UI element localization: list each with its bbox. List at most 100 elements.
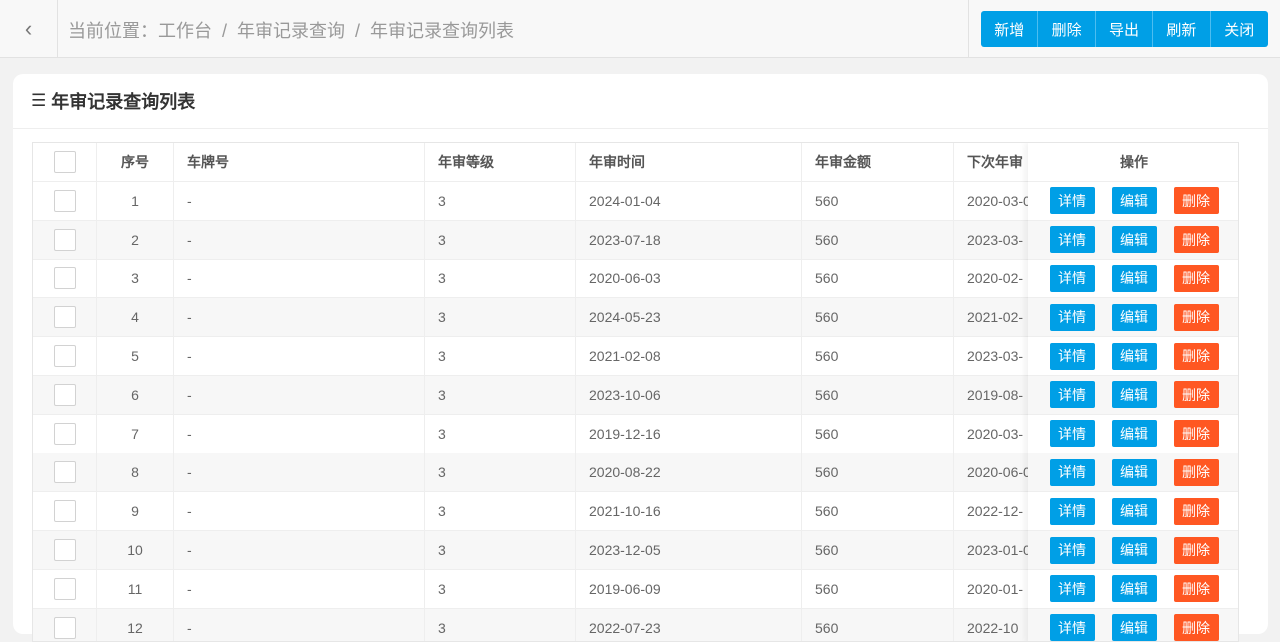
table-cell: 560 bbox=[802, 259, 954, 298]
edit-button[interactable]: 编辑 bbox=[1111, 420, 1157, 448]
row-checkbox[interactable] bbox=[53, 189, 76, 212]
row-checkbox[interactable] bbox=[53, 500, 76, 523]
row-checkbox[interactable] bbox=[53, 422, 76, 445]
layers-icon: ☰ bbox=[31, 91, 47, 110]
row-delete-button[interactable]: 删除 bbox=[1173, 458, 1219, 486]
row-checkbox[interactable] bbox=[53, 267, 76, 290]
row-delete-button[interactable]: 删除 bbox=[1173, 536, 1219, 564]
detail-button[interactable]: 详情 bbox=[1049, 497, 1095, 525]
edit-button[interactable]: 编辑 bbox=[1111, 226, 1157, 254]
table-cell: 2023-10-06 bbox=[576, 375, 802, 414]
row-checkbox[interactable] bbox=[53, 577, 76, 600]
row-delete-button[interactable]: 删除 bbox=[1173, 187, 1219, 215]
back-button[interactable]: ‹ bbox=[0, 0, 58, 57]
actions-row: 详情 编辑 删除 bbox=[1028, 608, 1238, 641]
row-checkbox[interactable] bbox=[53, 383, 76, 406]
checkbox-cell bbox=[33, 181, 97, 220]
table-cell: 2020-08-22 bbox=[576, 453, 802, 492]
table-cell: - bbox=[174, 531, 425, 569]
checkbox-cell bbox=[33, 414, 97, 453]
checkbox-cell bbox=[33, 143, 97, 181]
select-all-checkbox[interactable] bbox=[53, 151, 76, 173]
delete-button[interactable]: 删除 bbox=[1038, 11, 1096, 47]
row-delete-button[interactable]: 删除 bbox=[1173, 420, 1219, 448]
divider bbox=[968, 0, 969, 57]
checkbox-cell bbox=[33, 259, 97, 298]
detail-button[interactable]: 详情 bbox=[1049, 264, 1095, 292]
detail-button[interactable]: 详情 bbox=[1049, 303, 1095, 331]
edit-button[interactable]: 编辑 bbox=[1111, 264, 1157, 292]
table-cell: - bbox=[174, 259, 425, 298]
table-cell: 2024-01-04 bbox=[576, 181, 802, 220]
table-cell: 9 bbox=[97, 492, 174, 531]
edit-button[interactable]: 编辑 bbox=[1111, 187, 1157, 215]
edit-button[interactable]: 编辑 bbox=[1111, 614, 1157, 641]
detail-button[interactable]: 详情 bbox=[1049, 381, 1095, 409]
table-cell: 560 bbox=[802, 492, 954, 531]
detail-button[interactable]: 详情 bbox=[1049, 614, 1095, 641]
detail-button[interactable]: 详情 bbox=[1049, 226, 1095, 254]
row-checkbox[interactable] bbox=[53, 306, 76, 329]
row-delete-button[interactable]: 删除 bbox=[1173, 264, 1219, 292]
card-header: ☰ 年审记录查询列表 bbox=[13, 74, 1268, 129]
checkbox-cell bbox=[33, 608, 97, 641]
checkbox-cell bbox=[33, 453, 97, 492]
edit-button[interactable]: 编辑 bbox=[1111, 342, 1157, 370]
detail-button[interactable]: 详情 bbox=[1049, 187, 1095, 215]
row-delete-button[interactable]: 删除 bbox=[1173, 614, 1219, 641]
breadcrumb-separator: / bbox=[355, 21, 361, 41]
edit-button[interactable]: 编辑 bbox=[1111, 303, 1157, 331]
table-cell: 3 bbox=[425, 375, 576, 414]
fixed-actions-column: 操作 详情 编辑 删除 详情 编辑 删除 详情 编辑 删除 详情 编辑 删除 详情 编辑 删除 详情 编辑 删除 详情… bbox=[1028, 143, 1238, 641]
add-button[interactable]: 新增 bbox=[981, 11, 1039, 47]
actions-row: 详情 编辑 删除 bbox=[1028, 453, 1238, 493]
table-cell: 3 bbox=[425, 453, 576, 492]
table-cell: 10 bbox=[97, 531, 174, 569]
row-checkbox[interactable] bbox=[53, 461, 76, 484]
table-cell: 2024-05-23 bbox=[576, 298, 802, 337]
detail-button[interactable]: 详情 bbox=[1049, 458, 1095, 486]
row-delete-button[interactable]: 删除 bbox=[1173, 575, 1219, 603]
detail-button[interactable]: 详情 bbox=[1049, 575, 1095, 603]
row-delete-button[interactable]: 删除 bbox=[1173, 497, 1219, 525]
detail-button[interactable]: 详情 bbox=[1049, 536, 1095, 564]
actions-row: 详情 编辑 删除 bbox=[1028, 531, 1238, 570]
row-delete-button[interactable]: 删除 bbox=[1173, 342, 1219, 370]
row-checkbox[interactable] bbox=[53, 345, 76, 367]
row-delete-button[interactable]: 删除 bbox=[1173, 303, 1219, 331]
edit-button[interactable]: 编辑 bbox=[1111, 458, 1157, 486]
edit-button[interactable]: 编辑 bbox=[1111, 381, 1157, 409]
checkbox-cell bbox=[33, 220, 97, 259]
table-row: 5-3 2021-02-08 560 2023-03- bbox=[33, 337, 1238, 376]
table-cell: 560 bbox=[802, 375, 954, 414]
export-button[interactable]: 导出 bbox=[1095, 11, 1154, 47]
row-checkbox[interactable] bbox=[53, 616, 76, 639]
table-cell: 560 bbox=[802, 453, 954, 492]
card-title: 年审记录查询列表 bbox=[51, 92, 196, 112]
edit-button[interactable]: 编辑 bbox=[1111, 497, 1157, 525]
row-delete-button[interactable]: 删除 bbox=[1173, 381, 1219, 409]
breadcrumb-item[interactable]: 年审记录查询 bbox=[237, 21, 346, 41]
row-checkbox[interactable] bbox=[53, 539, 76, 561]
row-checkbox[interactable] bbox=[53, 228, 76, 251]
table-cell: 2023-12-05 bbox=[576, 531, 802, 569]
table-cell: 5 bbox=[97, 337, 174, 375]
edit-button[interactable]: 编辑 bbox=[1111, 536, 1157, 564]
edit-button[interactable]: 编辑 bbox=[1111, 575, 1157, 603]
actions-row: 详情 编辑 删除 bbox=[1028, 182, 1238, 221]
table-cell: 3 bbox=[425, 181, 576, 220]
actions-row: 详情 编辑 删除 bbox=[1028, 298, 1238, 338]
table-cell: 2020-06-03 bbox=[576, 259, 802, 298]
table-cell: 3 bbox=[425, 492, 576, 531]
detail-button[interactable]: 详情 bbox=[1049, 420, 1095, 448]
row-delete-button[interactable]: 删除 bbox=[1173, 226, 1219, 254]
table-cell: 560 bbox=[802, 337, 954, 375]
detail-button[interactable]: 详情 bbox=[1049, 342, 1095, 370]
table-cell: - bbox=[174, 453, 425, 492]
table-cell: 560 bbox=[802, 569, 954, 608]
table-cell: 560 bbox=[802, 531, 954, 569]
refresh-button[interactable]: 刷新 bbox=[1153, 11, 1211, 47]
table-cell: 560 bbox=[802, 181, 954, 220]
actions-row: 详情 编辑 删除 bbox=[1028, 570, 1238, 609]
close-button[interactable]: 关闭 bbox=[1210, 11, 1268, 47]
